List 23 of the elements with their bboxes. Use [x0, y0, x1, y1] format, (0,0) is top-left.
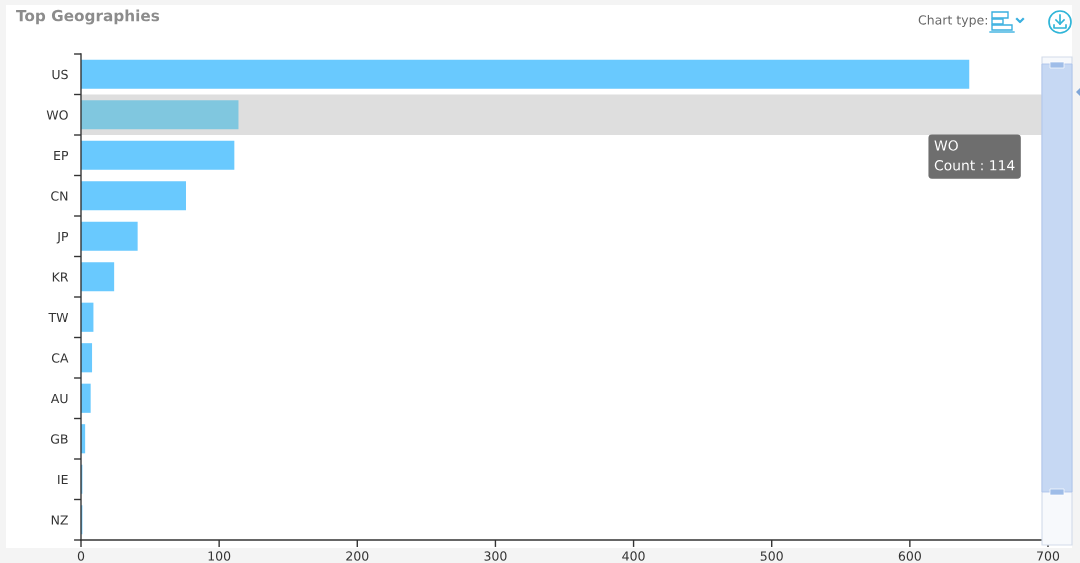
x-tick-label: 500 — [760, 551, 783, 561]
annotation: WO Count : 114 — [934, 140, 1015, 171]
x-tick-label: 100 — [208, 551, 231, 561]
y-tick-label: TW — [48, 312, 69, 322]
chart-title: Top Geographies — [16, 9, 160, 25]
text: Chart type: — [918, 14, 987, 28]
y-tick-label: JP — [56, 231, 69, 244]
y-tick-label: WO — [46, 110, 68, 120]
y-tick-label: CN — [51, 191, 68, 201]
x-tick-label: 400 — [622, 551, 645, 561]
y-tick-label: CA — [51, 353, 69, 363]
x-tick-label: 200 — [346, 551, 369, 561]
y-tick-label: AU — [50, 393, 68, 404]
y-tick-label: IE — [58, 474, 68, 484]
y-tick-label: NZ — [51, 515, 68, 525]
x-tick-label: 0 — [77, 551, 85, 561]
y-tick-label: KR — [52, 272, 69, 282]
x-tick-label: 600 — [898, 551, 921, 561]
y-tick-label: GB — [50, 434, 68, 444]
y-tick-label: US — [52, 69, 68, 80]
x-tick-label: 300 — [484, 551, 507, 561]
y-tick-label: EP — [54, 150, 69, 160]
x-tick-label: 700 — [1037, 551, 1060, 561]
